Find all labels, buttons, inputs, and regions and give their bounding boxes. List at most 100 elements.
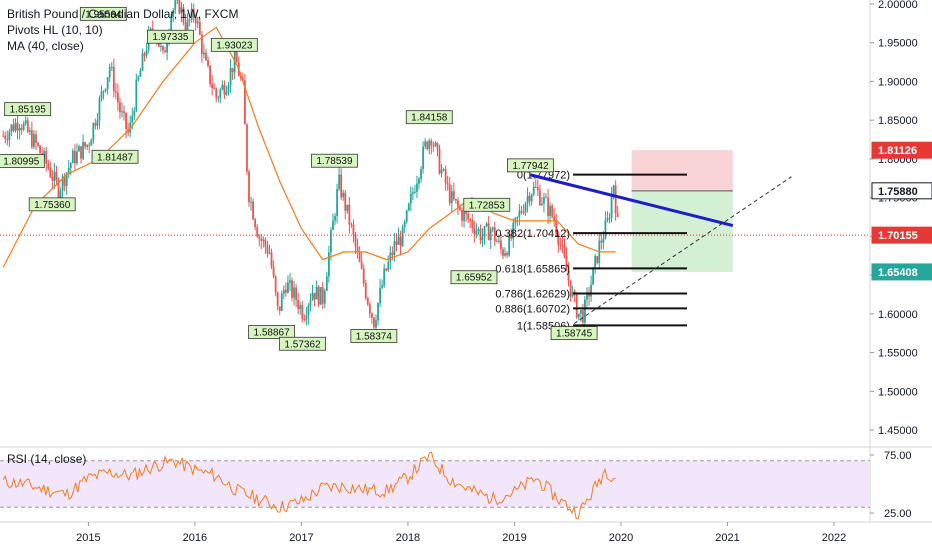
candle-body — [313, 292, 316, 300]
stop-loss-zone[interactable] — [631, 150, 733, 191]
candle-body — [553, 216, 556, 221]
candle-body — [342, 192, 345, 198]
candle-body — [143, 53, 146, 56]
candle-body — [334, 216, 336, 221]
candle-body — [129, 122, 132, 133]
candle-body — [47, 163, 50, 169]
candle-body — [411, 192, 414, 194]
candle-body — [379, 287, 381, 304]
ma-indicator-label[interactable]: MA (40, close) — [7, 39, 84, 53]
candle-body — [301, 305, 304, 320]
symbol-title[interactable]: British Pound / Canadian Dollar, 1W, FXC… — [7, 7, 239, 21]
candle-body — [96, 120, 99, 126]
candle-body — [12, 124, 15, 131]
candle-body — [28, 130, 31, 132]
pivot-label: 1.85195 — [10, 105, 47, 116]
diagonal-dashed-line[interactable] — [573, 176, 792, 324]
price-tick-label: 1.60000 — [878, 309, 918, 321]
drawings[interactable] — [0, 173, 870, 324]
candle-body — [604, 220, 607, 239]
pivots-indicator-label[interactable]: Pivots HL (10, 10) — [7, 23, 103, 37]
rsi-band — [0, 460, 870, 508]
rsi-indicator-label[interactable]: RSI (14, close) — [7, 452, 87, 466]
candle-body — [82, 142, 84, 159]
candle-body — [506, 253, 508, 256]
candle-body — [293, 287, 295, 298]
candle-body — [16, 122, 19, 131]
candle-body — [61, 176, 64, 192]
pivot-label: 1.80995 — [3, 157, 40, 168]
candle-body — [92, 123, 95, 141]
candle-body — [344, 192, 347, 211]
candle-body — [188, 19, 191, 21]
candle-body — [321, 287, 324, 304]
candle-body — [207, 60, 209, 66]
candle-body — [297, 299, 300, 309]
candle-body — [174, 0, 177, 11]
time-tick-label: 2021 — [715, 532, 739, 544]
candle-body — [133, 110, 136, 116]
time-axis[interactable]: 2015 2016 2017 2018 2019 2020 2021 2022 — [76, 522, 846, 544]
candle-body — [467, 213, 470, 220]
candle-body — [436, 143, 439, 149]
price-badge[interactable] — [871, 226, 932, 244]
candle-body — [86, 144, 89, 147]
pivot-label: 1.84158 — [411, 113, 448, 124]
candle-body — [289, 280, 291, 283]
pivot-label-box — [311, 153, 358, 168]
candle-body — [117, 92, 119, 103]
candle-body — [8, 131, 11, 140]
candle-body — [475, 230, 478, 235]
pivot-label-box — [4, 102, 52, 117]
candle-body — [225, 91, 228, 95]
candle-body — [448, 184, 451, 204]
candle-body — [500, 240, 502, 250]
candle-body — [270, 252, 273, 267]
candle-body — [26, 120, 29, 132]
candle-body — [49, 168, 52, 177]
candle-body — [274, 276, 277, 293]
candle-body — [78, 146, 80, 152]
pivot-label: 1.58745 — [556, 329, 593, 340]
time-tick-label: 2015 — [76, 532, 100, 544]
time-tick-label: 2022 — [822, 532, 846, 544]
candle-body — [465, 211, 468, 214]
candle-body — [102, 91, 105, 93]
candle-body — [209, 65, 211, 85]
trendline[interactable] — [530, 173, 734, 227]
candle-body — [30, 130, 33, 147]
candle-body — [227, 84, 230, 92]
price-tick-label: 1.95000 — [878, 38, 918, 50]
candle-body — [67, 168, 70, 173]
candle-body — [231, 68, 234, 73]
candle-body — [364, 283, 367, 298]
price-axis[interactable]: 2.000001.950001.900001.850001.800001.750… — [870, 0, 932, 437]
candle-body — [217, 97, 220, 99]
time-tick-label: 2017 — [289, 532, 313, 544]
candle-body — [190, 8, 193, 20]
pivot-label: 1.58374 — [356, 331, 393, 342]
candle-body — [20, 128, 23, 130]
fib-retracement[interactable]: 0(1.77972) 0.382(1.70412) 0.618(1.65865) 0.… — [495, 170, 688, 333]
candle-body — [110, 67, 113, 69]
candle-body — [416, 183, 418, 192]
candle-body — [528, 195, 531, 202]
price-tick-label: 1.50000 — [878, 386, 918, 398]
position-zones[interactable] — [631, 150, 733, 272]
candle-body — [354, 234, 357, 247]
candle-body — [405, 210, 408, 222]
price-badge[interactable] — [871, 182, 932, 200]
candle-body — [508, 235, 511, 256]
candle-body — [135, 79, 138, 111]
candle-body — [160, 46, 162, 48]
candle-body — [590, 284, 592, 297]
price-badge[interactable] — [871, 263, 932, 281]
candle-body — [555, 220, 558, 234]
candle-body — [51, 176, 54, 181]
candle-body — [442, 169, 445, 171]
candle-body — [76, 151, 78, 164]
price-badge[interactable] — [871, 141, 932, 159]
pivot-label: 1.81487 — [97, 152, 134, 163]
candle-body — [497, 240, 500, 242]
